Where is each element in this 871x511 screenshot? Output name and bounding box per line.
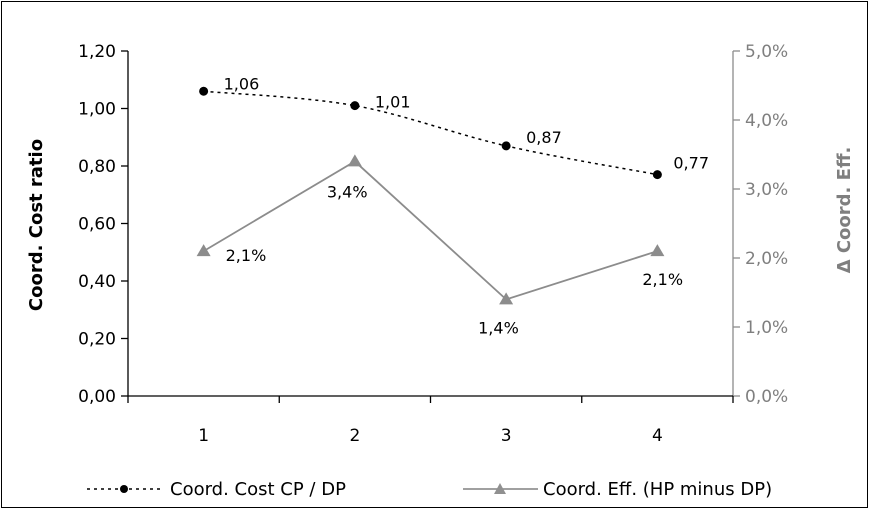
x-tick-label: 1 (198, 426, 209, 446)
series-line-coord-cost (203, 90, 658, 176)
y2-tick-label: 3,0% (745, 180, 788, 200)
y-tick-label: 0,60 (78, 215, 116, 235)
data-labels: 1,06 1,01 0,87 0,77 2,1% 3,4% 1,4% 2,1% (224, 74, 709, 337)
legend-marker-eff (494, 483, 506, 494)
y2-tick-label: 0,0% (745, 387, 788, 407)
series-line-coord-eff (203, 160, 658, 301)
legend-label-cost: Coord. Cost CP / DP (170, 479, 346, 500)
data-point-coord-cost (350, 101, 360, 111)
data-label-coord-eff: 1,4% (478, 318, 519, 337)
ticks: 0,00 0,20 0,40 0,60 0,80 1,00 1,20 0,0% 1,0% 2,0%… (78, 42, 788, 446)
y2-axis-title: Δ Coord. Eff. (834, 147, 855, 274)
data-point-coord-eff (196, 244, 211, 257)
data-label-coord-eff: 2,1% (226, 246, 267, 265)
y2-tick-label: 1,0% (745, 318, 788, 338)
data-point-coord-cost (501, 141, 511, 151)
x-tick-label: 4 (652, 426, 663, 446)
data-label-coord-cost: 1,06 (224, 74, 260, 93)
legend-label-eff: Coord. Eff. (HP minus DP) (543, 479, 772, 500)
legend-marker-cost (120, 485, 128, 493)
legend: Coord. Cost CP / DP Coord. Eff. (HP minu… (87, 479, 772, 500)
data-point-coord-eff (650, 244, 665, 257)
y2-tick-label: 4,0% (745, 111, 788, 131)
data-label-coord-eff: 3,4% (327, 182, 368, 201)
y2-tick-label: 2,0% (745, 249, 788, 269)
y-tick-label: 0,40 (78, 272, 116, 292)
y-tick-label: 0,00 (78, 387, 116, 407)
data-point-coord-cost (199, 86, 209, 96)
y-axis-title: Coord. Cost ratio (26, 139, 47, 311)
data-label-coord-cost: 1,01 (375, 93, 411, 112)
data-point-coord-cost (652, 170, 662, 180)
data-point-coord-eff (499, 292, 514, 305)
y2-tick-label: 5,0% (745, 42, 788, 62)
series (196, 86, 665, 305)
data-label-coord-cost: 0,77 (673, 154, 709, 173)
axes (127, 51, 734, 397)
x-tick-label: 2 (349, 426, 360, 446)
y-tick-label: 0,20 (78, 330, 116, 350)
data-label-coord-cost: 0,87 (526, 128, 562, 147)
y-tick-label: 0,80 (78, 157, 116, 177)
x-tick-label: 3 (501, 426, 512, 446)
y-tick-label: 1,00 (78, 100, 116, 120)
data-label-coord-eff: 2,1% (642, 270, 683, 289)
data-point-coord-eff (347, 154, 362, 167)
y-tick-label: 1,20 (78, 42, 116, 62)
